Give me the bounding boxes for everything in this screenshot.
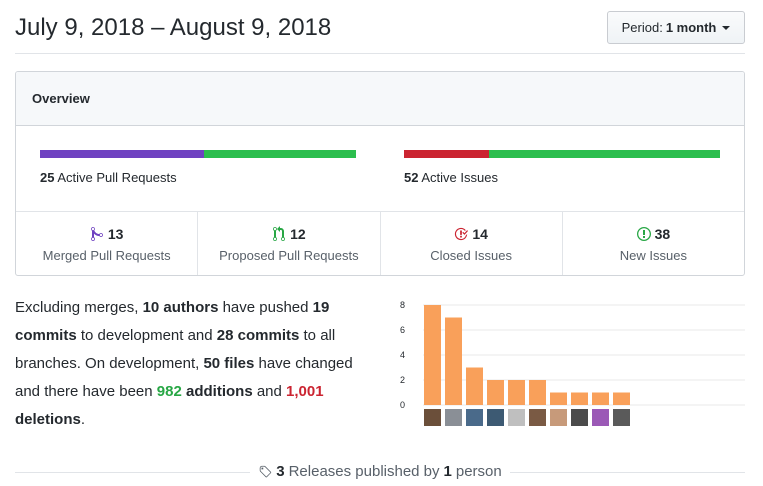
commits-development-link[interactable]: 19 commits — [15, 299, 330, 344]
chart-bar[interactable] — [550, 392, 567, 406]
merged-segment — [40, 150, 205, 158]
y-tick-label: 8 — [400, 300, 405, 310]
contributor-avatar[interactable] — [592, 409, 609, 426]
stat-new-issues[interactable]: 38 New Issues — [563, 212, 744, 275]
page-header: July 9, 2018 – August 9, 2018 Period: 1 … — [15, 0, 745, 54]
y-tick-label: 4 — [400, 350, 405, 360]
proposed-pull-requests-label: Proposed Pull Requests — [219, 248, 359, 263]
additions-count: 982 — [156, 383, 182, 400]
period-value: 1 month — [665, 20, 717, 35]
active-issues-summary[interactable]: 52 Active Issues — [404, 170, 498, 185]
chart-bar[interactable] — [466, 367, 483, 406]
contributor-avatar[interactable] — [445, 409, 462, 426]
contributor-avatar[interactable] — [529, 409, 546, 426]
chart-bar[interactable] — [571, 392, 588, 406]
commit-summary-text: Excluding merges, — [15, 299, 143, 316]
closed-segment — [404, 150, 490, 158]
commit-summary-text: have pushed — [218, 299, 313, 316]
issue-opened-icon — [636, 227, 651, 241]
issue-closed-icon — [455, 227, 469, 241]
contributor-avatar[interactable] — [424, 409, 441, 426]
releases-count: 3 — [276, 463, 285, 480]
divider — [15, 472, 250, 473]
overview-summary: 25 Active Pull Requests 52 Active Issues — [16, 126, 744, 212]
y-tick-label: 0 — [400, 400, 405, 410]
period-label: Period: — [621, 20, 663, 35]
y-tick-label: 2 — [400, 375, 405, 385]
commits-all-branches-link[interactable]: 28 commits — [216, 327, 300, 344]
chart-bar[interactable] — [529, 380, 546, 405]
active-issues-count: 52 — [404, 170, 419, 185]
y-tick-label: 6 — [400, 325, 405, 335]
open-segment — [204, 150, 356, 158]
deletions-label: deletions — [15, 411, 81, 428]
pull-requests-progress-bar[interactable] — [40, 150, 356, 158]
contributor-avatar[interactable] — [613, 409, 630, 426]
contributors-bar-chart: 0 2 4 6 8 — [400, 300, 745, 426]
commit-summary-text: . — [80, 411, 86, 428]
caret-down-icon — [722, 26, 731, 30]
chart-bar[interactable] — [445, 317, 462, 406]
closed-issues-label: Closed Issues — [430, 248, 512, 263]
chart-bar[interactable] — [613, 392, 630, 406]
stat-closed-issues[interactable]: 14 Closed Issues — [381, 212, 563, 275]
active-pull-requests-label: Active Pull Requests — [57, 170, 177, 185]
chart-bar[interactable] — [424, 305, 441, 405]
releases-people-count: 1 — [443, 463, 452, 480]
period-dropdown-button[interactable]: Period: 1 month — [607, 11, 745, 44]
merged-pull-requests-label: Merged Pull Requests — [42, 248, 171, 263]
releases-summary: 3 Releases published by 1 person — [15, 457, 745, 486]
files-changed-count: 50 files — [203, 355, 255, 372]
overview-panel: Overview 25 Active Pull Requests 52 Acti… — [15, 71, 745, 276]
tag-icon — [260, 465, 272, 477]
releases-link[interactable]: 3 Releases published by 1 person — [255, 463, 505, 480]
commit-summary: Excluding merges, 10 authors have pushed… — [15, 294, 375, 434]
new-issues-label: New Issues — [619, 248, 687, 263]
contributor-avatar[interactable] — [571, 409, 588, 426]
active-pull-requests-count: 25 — [40, 170, 55, 185]
releases-text: Releases published by — [288, 463, 440, 480]
contributor-avatar[interactable] — [466, 409, 483, 426]
date-range-title: July 9, 2018 – August 9, 2018 — [15, 14, 332, 41]
contributor-avatar[interactable] — [550, 409, 567, 426]
chart-bar[interactable] — [592, 392, 609, 406]
stat-proposed-pull-requests[interactable]: 12 Proposed Pull Requests — [198, 212, 381, 275]
issues-progress-bar[interactable] — [404, 150, 720, 158]
git-pull-request-icon — [273, 226, 286, 241]
overview-stats: 13 Merged Pull Requests 12 Proposed Pull… — [16, 212, 744, 275]
closed-issues-count: 14 — [472, 226, 488, 242]
stat-merged-pull-requests[interactable]: 13 Merged Pull Requests — [16, 212, 199, 275]
active-issues-label: Active Issues — [421, 170, 498, 185]
deletions-count: 1,001 — [286, 383, 324, 400]
open-segment — [489, 150, 720, 158]
chart-bar[interactable] — [487, 380, 504, 405]
contributor-avatar[interactable] — [508, 409, 525, 426]
merged-pull-requests-count: 13 — [107, 226, 124, 242]
commit-summary-text: have changed and there have been — [15, 355, 353, 400]
divider — [510, 472, 745, 473]
commit-summary-text: and — [252, 383, 287, 400]
git-merge-icon — [90, 226, 103, 241]
commit-summary-text: to all branches. On development, — [15, 327, 336, 372]
contributor-avatar[interactable] — [487, 409, 504, 426]
active-pull-requests-summary[interactable]: 25 Active Pull Requests — [40, 170, 177, 185]
overview-title: Overview — [16, 72, 744, 126]
chart-bar[interactable] — [508, 380, 525, 405]
authors-link[interactable]: 10 authors — [142, 299, 219, 316]
proposed-pull-requests-count: 12 — [290, 226, 306, 242]
releases-suffix: person — [455, 463, 502, 480]
new-issues-count: 38 — [654, 226, 671, 242]
commit-summary-text: to development and — [76, 327, 217, 344]
additions-label: additions — [181, 383, 253, 400]
